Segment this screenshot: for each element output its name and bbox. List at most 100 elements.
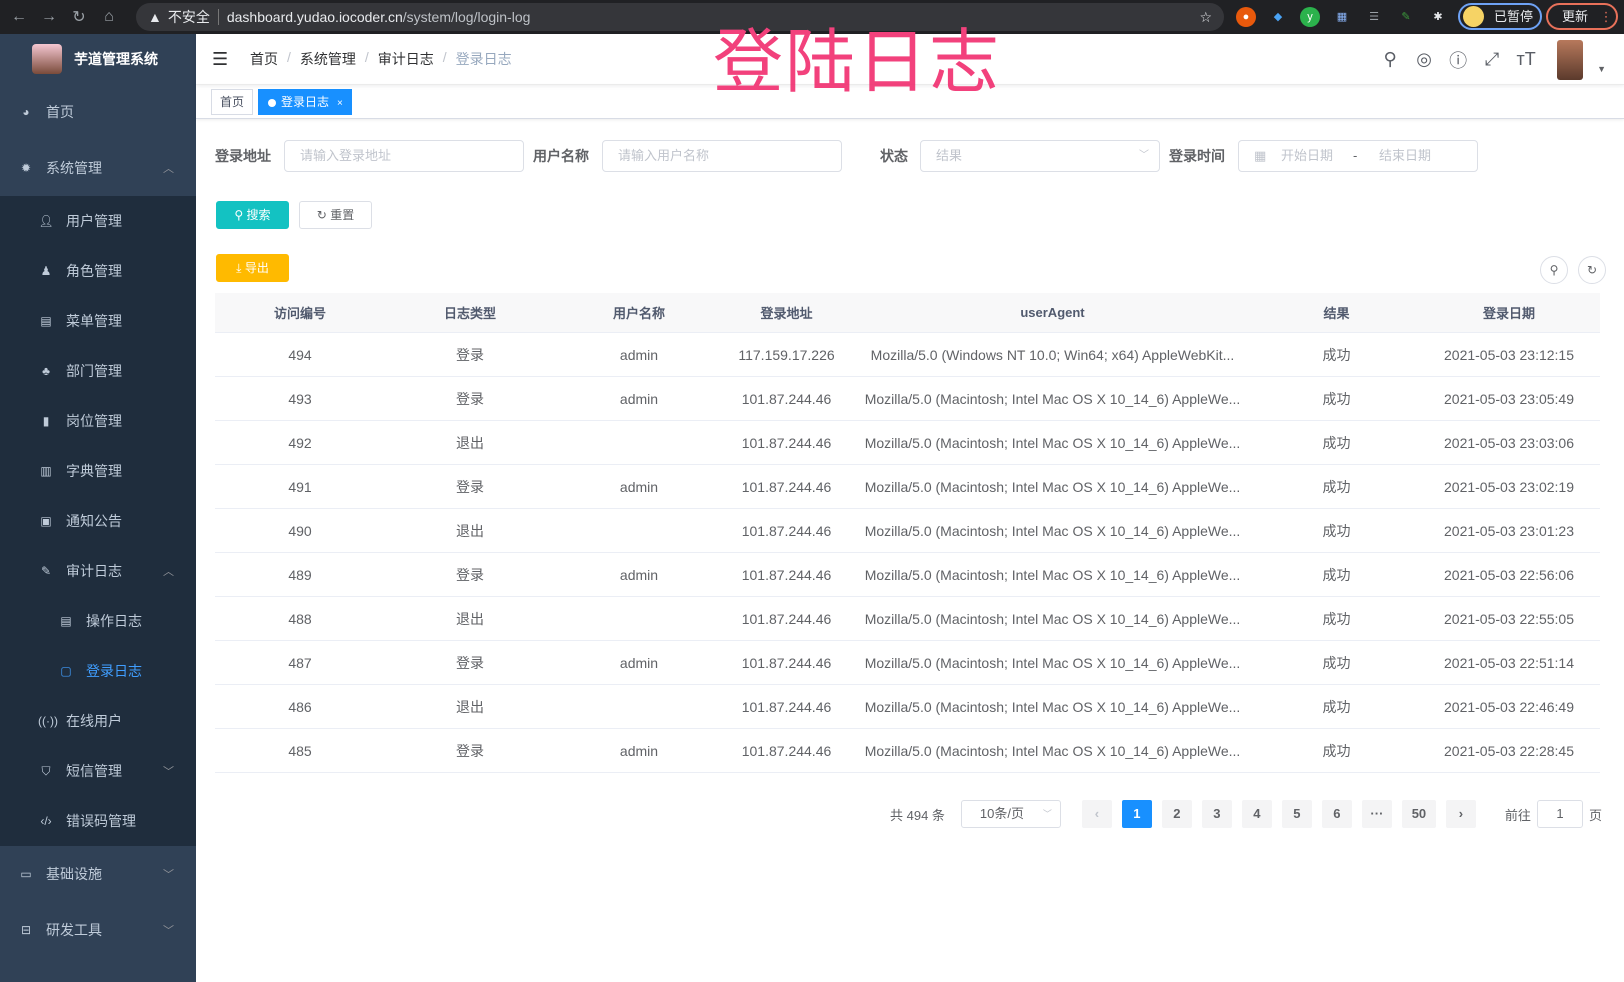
update-button[interactable]: 更新 ⋮ bbox=[1546, 3, 1618, 30]
fullscreen-icon[interactable]: ⤢ bbox=[1484, 49, 1500, 69]
sidebar-item-error-code[interactable]: ‹/› 错误码管理 bbox=[0, 796, 196, 846]
sidebar-item-user[interactable]: 👤︎ 用户管理 bbox=[0, 196, 196, 246]
sidebar-item-notice[interactable]: ▣ 通知公告 bbox=[0, 496, 196, 546]
sidebar-item-post[interactable]: ▮ 岗位管理 bbox=[0, 396, 196, 446]
table-row[interactable]: 494 登录 admin 117.159.17.226 Mozilla/5.0 (Win… bbox=[215, 333, 1600, 377]
sidebar-item-label: 字典管理 bbox=[66, 463, 122, 479]
close-icon[interactable]: × bbox=[337, 98, 343, 109]
forward-icon[interactable]: → bbox=[41, 8, 57, 25]
table-row[interactable]: 490 退出 101.87.244.46 Mozilla/5.0 (Macintosh… bbox=[215, 509, 1600, 553]
extension-leaf-icon[interactable]: ✎ bbox=[1401, 11, 1411, 23]
extension-grid-icon[interactable]: ▦ bbox=[1336, 11, 1348, 23]
status-select[interactable]: 结果 ﹀ bbox=[920, 140, 1160, 172]
next-page-button[interactable]: › bbox=[1445, 800, 1476, 828]
address-bar[interactable]: ▲ 不安全 dashboard.yudao.iocoder.cn /system… bbox=[136, 3, 1224, 31]
table-row[interactable]: 487 登录 admin 101.87.244.46 Mozilla/5.0 (Maci… bbox=[215, 641, 1600, 685]
caret-down-icon[interactable]: ▼ bbox=[1597, 63, 1606, 74]
sidebar-item-dept[interactable]: ♣ 部门管理 bbox=[0, 346, 196, 396]
page-button[interactable]: 6 bbox=[1321, 800, 1352, 828]
reload-icon[interactable]: ↻ bbox=[72, 9, 86, 26]
table-row[interactable]: 486 退出 101.87.244.46 Mozilla/5.0 (Macintosh… bbox=[215, 685, 1600, 729]
pager: ‹ 1 2 3 4 5 6 ··· 50 › bbox=[1077, 800, 1481, 828]
help-icon[interactable]: ⓘ bbox=[1449, 50, 1468, 71]
sidebar-item-dict[interactable]: ▥ 字典管理 bbox=[0, 446, 196, 496]
date-range-picker[interactable]: ▦ 开始日期 - 结束日期 bbox=[1238, 140, 1478, 172]
tag-home[interactable]: 首页 bbox=[211, 89, 254, 115]
username-input[interactable]: 请输入用户名称 bbox=[602, 140, 842, 172]
search-icon[interactable]: ⚲ bbox=[1383, 49, 1397, 69]
profile-avatar-icon bbox=[1463, 6, 1484, 27]
sidebar-item-dev-tools[interactable]: ⊟ 研发工具 ﹀ bbox=[0, 902, 196, 958]
online-icon: ((·)) bbox=[38, 714, 58, 728]
page-size-select[interactable]: 10条/页 ﹀ bbox=[960, 800, 1061, 828]
goto-page-input[interactable]: 1 bbox=[1536, 800, 1583, 828]
table-row[interactable]: 489 登录 admin 101.87.244.46 Mozilla/5.0 (Maci… bbox=[215, 553, 1600, 597]
sidebar-item-home[interactable]: ◕ 首页 bbox=[0, 84, 196, 140]
extensions-puzzle-icon[interactable]: ✱ bbox=[1433, 11, 1443, 23]
cell-login-ip: 101.87.244.46 bbox=[741, 610, 832, 627]
toggle-search-icon[interactable]: ⚲ bbox=[1540, 256, 1568, 284]
column-header: userAgent bbox=[1020, 305, 1085, 320]
page-button[interactable]: 1 bbox=[1121, 800, 1152, 828]
extension-list-icon[interactable]: ☰ bbox=[1369, 11, 1379, 23]
table-row[interactable]: 493 登录 admin 101.87.244.46 Mozilla/5.0 (Maci… bbox=[215, 377, 1600, 421]
cell-login-date: 2021-05-03 23:12:15 bbox=[1444, 346, 1574, 363]
table-row[interactable]: 485 登录 admin 101.87.244.46 Mozilla/5.0 (Maci… bbox=[215, 729, 1600, 773]
cell-user-agent: Mozilla/5.0 (Macintosh; Intel Mac OS X 1… bbox=[864, 698, 1241, 715]
sidebar-item-audit-log[interactable]: ✎ 审计日志 ︿ bbox=[0, 546, 196, 596]
app-logo[interactable]: 芋道管理系统 bbox=[0, 34, 196, 84]
more-pages-button[interactable]: ··· bbox=[1361, 800, 1392, 828]
cell-login-date: 2021-05-03 22:56:06 bbox=[1444, 566, 1574, 583]
sidebar-item-role[interactable]: ♟ 角色管理 bbox=[0, 246, 196, 296]
bookmark-star-icon[interactable]: ☆ bbox=[1199, 8, 1212, 25]
breadcrumb-item[interactable]: 审计日志 bbox=[377, 51, 434, 67]
table-row[interactable]: 491 登录 admin 101.87.244.46 Mozilla/5.0 (Maci… bbox=[215, 465, 1600, 509]
cell-log-type: 登录 bbox=[456, 478, 484, 495]
tag-login-log[interactable]: 登录日志 × bbox=[258, 89, 352, 115]
tags-view: 首页 登录日志 × bbox=[196, 85, 1624, 119]
message-icon: ▣ bbox=[40, 514, 52, 528]
search-button[interactable]: ⚲ 搜索 bbox=[216, 201, 289, 229]
extension-y-icon[interactable]: y bbox=[1300, 7, 1320, 27]
sidebar-item-system[interactable]: ✹ 系统管理 ︿ bbox=[0, 140, 196, 196]
profile-paused-button[interactable]: 已暂停 bbox=[1458, 3, 1542, 30]
page-button[interactable]: 2 bbox=[1161, 800, 1192, 828]
breadcrumb-item[interactable]: 首页 bbox=[250, 51, 278, 67]
breadcrumb-item[interactable]: 系统管理 bbox=[299, 51, 356, 67]
cell-login-date: 2021-05-03 23:05:49 bbox=[1444, 390, 1574, 407]
back-icon[interactable]: ← bbox=[11, 8, 27, 25]
cell-log-type: 退出 bbox=[456, 434, 484, 451]
page-button[interactable]: 50 bbox=[1401, 800, 1436, 828]
home-icon[interactable]: ⌂ bbox=[104, 8, 114, 25]
cell-log-type: 退出 bbox=[456, 610, 484, 627]
cell-log-type: 登录 bbox=[456, 654, 484, 671]
prev-page-button[interactable]: ‹ bbox=[1081, 800, 1112, 828]
refresh-icon[interactable]: ↻ bbox=[1578, 256, 1606, 284]
font-size-icon[interactable]: тT bbox=[1516, 49, 1536, 69]
sidebar-item-online-user[interactable]: ((·)) 在线用户 bbox=[0, 696, 196, 746]
hamburger-icon[interactable]: ☰ bbox=[212, 48, 229, 69]
page-button[interactable]: 4 bbox=[1241, 800, 1272, 828]
cell-log-id: 486 bbox=[288, 698, 312, 715]
export-button[interactable]: ⤓ 导出 bbox=[216, 254, 289, 282]
sidebar-item-operate-log[interactable]: ▤ 操作日志 bbox=[0, 596, 196, 646]
sidebar-item-login-log[interactable]: ▢ 登录日志 bbox=[0, 646, 196, 696]
security-label: 不安全 bbox=[167, 9, 210, 25]
extension-diamond-icon[interactable]: ◆ bbox=[1273, 11, 1283, 23]
sidebar-item-menu[interactable]: ▤ 菜单管理 bbox=[0, 296, 196, 346]
sidebar-item-label: 操作日志 bbox=[86, 613, 142, 629]
avatar[interactable] bbox=[1557, 39, 1584, 80]
page-button[interactable]: 5 bbox=[1281, 800, 1312, 828]
sidebar-item-sms[interactable]: ⛉ 短信管理 ﹀ bbox=[0, 746, 196, 796]
sidebar-item-label: 岗位管理 bbox=[66, 413, 122, 429]
ip-input[interactable]: 请输入登录地址 bbox=[284, 140, 524, 172]
extension-icon[interactable]: ● bbox=[1236, 7, 1256, 27]
table-header: 访问编号 日志类型 用户名称 登录地址 userAgent 结果 登录日期 bbox=[215, 293, 1600, 333]
gear-icon: ✹ bbox=[20, 161, 32, 175]
table-row[interactable]: 492 退出 101.87.244.46 Mozilla/5.0 (Macintosh… bbox=[215, 421, 1600, 465]
sidebar-item-infra[interactable]: ▭ 基础设施 ﹀ bbox=[0, 846, 196, 902]
github-icon[interactable]: ◎ bbox=[1416, 49, 1432, 69]
reset-button[interactable]: ↻ 重置 bbox=[299, 201, 372, 229]
page-button[interactable]: 3 bbox=[1201, 800, 1232, 828]
table-row[interactable]: 488 退出 101.87.244.46 Mozilla/5.0 (Macintosh… bbox=[215, 597, 1600, 641]
